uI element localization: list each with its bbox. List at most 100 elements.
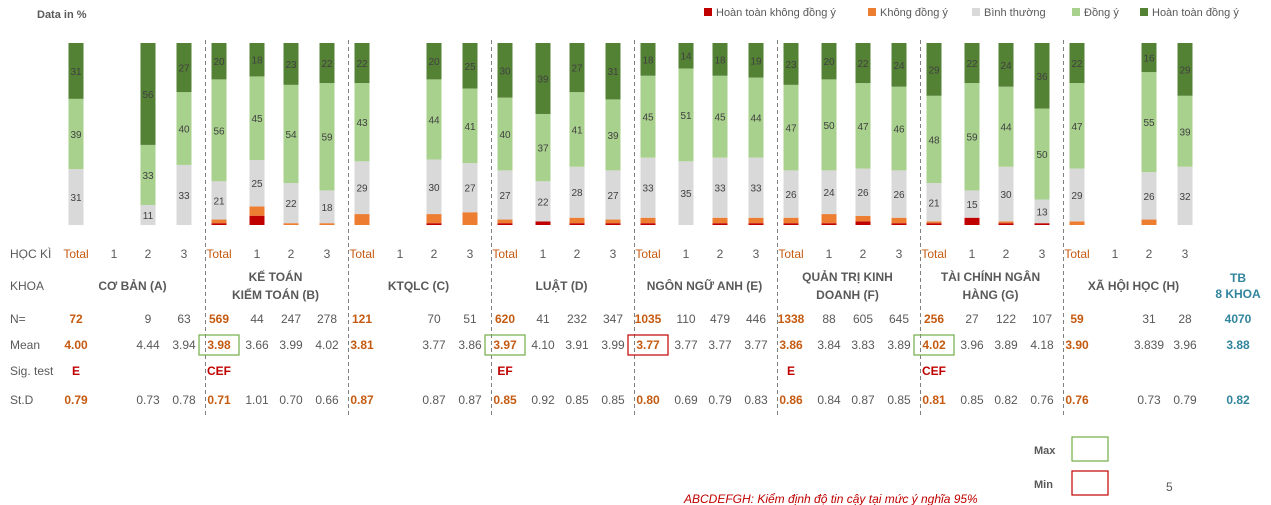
bar-segment — [140, 204, 156, 225]
data-label: 45 — [251, 114, 263, 125]
bar-segment — [1177, 95, 1193, 167]
std-value: 0.66 — [315, 393, 339, 407]
std-value: 1.01 — [245, 393, 269, 407]
data-label: 44 — [1000, 123, 1012, 134]
bar-segment — [535, 113, 551, 182]
bar-segment — [855, 221, 871, 225]
bar-segment — [821, 170, 837, 215]
legend-label: Không đồng ý — [880, 7, 948, 19]
bar-segment — [319, 83, 335, 191]
bar-segment — [640, 217, 656, 224]
overall-mean: 3.88 — [1226, 338, 1250, 352]
bar-segment — [211, 219, 227, 224]
legend-label: Hoàn toàn không đồng ý — [716, 7, 836, 19]
row-label-faculty: KHOA — [10, 279, 44, 293]
n-value: 278 — [317, 312, 337, 326]
min-legend-label: Min — [1034, 479, 1053, 491]
data-label: 29 — [356, 184, 368, 195]
faculty-name: KIỂM TOÁN (B) — [232, 287, 319, 302]
data-label: 23 — [285, 60, 297, 71]
n-value: 41 — [536, 312, 550, 326]
data-label: 26 — [857, 188, 869, 199]
data-label: 56 — [213, 126, 225, 137]
data-label: 40 — [178, 125, 190, 136]
n-value: 1338 — [778, 312, 805, 326]
bar-segment — [891, 223, 907, 225]
bar-segment — [712, 157, 728, 218]
bar-segment — [426, 79, 442, 160]
faculty-name: KTQLC (C) — [388, 279, 449, 293]
bar-segment — [926, 221, 942, 224]
data-label: 22 — [285, 199, 297, 210]
data-label: 18 — [251, 56, 263, 67]
n-value: 31 — [1142, 312, 1156, 326]
bar-segment — [748, 223, 764, 225]
data-label: 55 — [1143, 118, 1155, 129]
data-label: 45 — [714, 113, 726, 124]
data-label: 24 — [893, 61, 905, 72]
bar-segment — [249, 215, 265, 225]
data-label: 39 — [537, 74, 549, 85]
mean-value: 3.839 — [1134, 338, 1164, 352]
bar-segment — [712, 75, 728, 158]
data-label: 22 — [537, 197, 549, 208]
semester-label: 2 — [288, 247, 295, 261]
std-value: 0.87 — [350, 393, 374, 407]
std-value: 0.92 — [531, 393, 555, 407]
data-label: 16 — [1143, 54, 1155, 65]
data-label: 51 — [680, 111, 692, 122]
n-value: 121 — [352, 312, 372, 326]
data-label: 30 — [1000, 190, 1012, 201]
semester-label: 1 — [1112, 247, 1119, 261]
bar-segment — [783, 43, 799, 85]
bar-segment — [998, 166, 1014, 222]
bar-segment — [748, 157, 764, 218]
std-value: 0.83 — [744, 393, 768, 407]
sig-test-value: CEF — [207, 364, 231, 378]
data-label: 36 — [1036, 72, 1048, 83]
data-label: 33 — [178, 191, 190, 202]
n-value: 44 — [250, 312, 264, 326]
data-label: 48 — [928, 135, 940, 146]
mean-value: 3.90 — [1065, 338, 1089, 352]
bar-segment — [569, 92, 585, 167]
std-value: 0.79 — [708, 393, 732, 407]
n-value: 347 — [603, 312, 623, 326]
legend-label: Bình thường — [984, 7, 1046, 19]
bar-segment — [497, 43, 513, 98]
bar-segment — [891, 217, 907, 224]
bar-segment — [249, 76, 265, 160]
bar-segment — [605, 99, 621, 171]
data-label: 25 — [464, 62, 476, 73]
data-label: 31 — [607, 67, 619, 78]
semester-label: 1 — [111, 247, 118, 261]
semester-label: 1 — [540, 247, 547, 261]
bar-segment — [678, 161, 694, 225]
data-label: 50 — [1036, 150, 1048, 161]
row-label-mean: Mean — [10, 338, 40, 352]
semester-label: 3 — [1039, 247, 1046, 261]
faculty-name: DOANH (F) — [816, 288, 879, 302]
faculty-name: QUẢN TRỊ KINH — [802, 269, 893, 284]
bar-segment — [354, 43, 370, 84]
semester-label: 3 — [181, 247, 188, 261]
data-label: 22 — [321, 59, 333, 70]
data-label: 32 — [1179, 192, 1191, 203]
bar-segment — [535, 181, 551, 222]
faculty-name: HÀNG (G) — [963, 287, 1019, 302]
bar-segment — [497, 219, 513, 224]
std-value: 0.79 — [1173, 393, 1197, 407]
mean-value: 4.02 — [315, 338, 339, 352]
mean-value: 3.99 — [601, 338, 625, 352]
data-label: 46 — [893, 125, 905, 136]
data-label: 33 — [642, 184, 654, 195]
bar-segment — [712, 217, 728, 224]
bar-segment — [1034, 223, 1050, 225]
n-value: 620 — [495, 312, 515, 326]
semester-label: Total — [349, 247, 374, 261]
data-label: 31 — [70, 67, 82, 78]
n-value: 256 — [924, 312, 944, 326]
data-label: 24 — [823, 188, 835, 199]
bar-segment — [998, 43, 1014, 87]
bar-segment — [319, 43, 335, 84]
